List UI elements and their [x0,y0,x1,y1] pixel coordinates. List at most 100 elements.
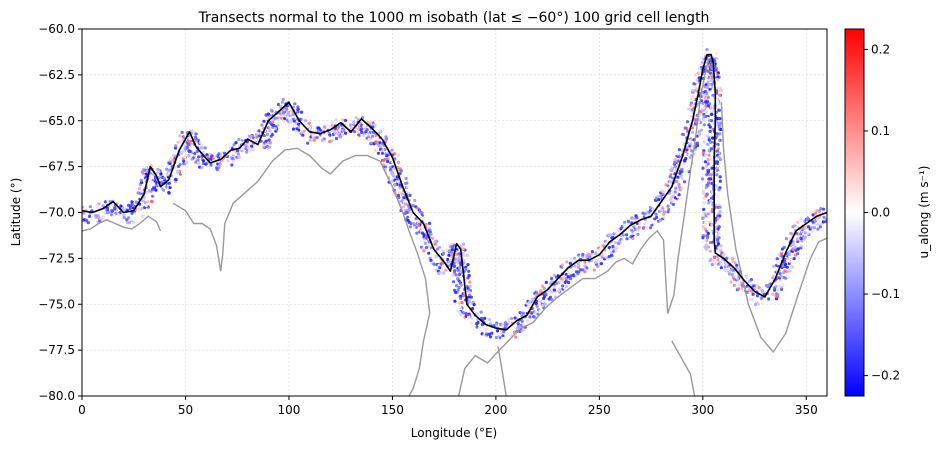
transect-point [455,284,459,288]
transect-point [218,169,222,173]
transect-point [414,225,418,229]
transect-point [255,135,259,139]
transect-point [674,186,678,190]
transect-point [705,239,709,243]
transect-point [567,272,571,276]
transect-point [706,212,711,216]
transect-point [194,132,198,136]
transect-point [810,226,814,230]
transect-point [525,309,529,313]
y-tick-label: −72.5 [38,251,75,265]
transect-point [412,221,416,226]
transect-point [439,248,443,252]
transect-point [333,131,337,135]
transect-point [681,186,685,190]
transect-point [96,206,100,211]
transect-point [513,316,517,320]
coastline [82,58,827,396]
transect-point [662,215,666,219]
transect-point [710,67,714,71]
transect-point [800,244,804,248]
transect-point [408,225,413,229]
transect-point [817,222,821,226]
transect-point [818,225,823,229]
transect-point [525,319,530,323]
transect-point [780,283,784,287]
transect-point [611,244,615,248]
transect-point [188,137,192,141]
transect-point [509,333,513,337]
transect-point [691,130,695,134]
transect-point [697,132,702,136]
x-tick-label: 50 [178,403,193,417]
transect-point [715,173,719,177]
transect-point [87,214,92,218]
transect-point [761,289,765,293]
transect-point [542,286,546,290]
transect-point [466,263,470,267]
transect-point [718,214,722,218]
transect-point [663,205,667,209]
transect-point [146,205,150,209]
transect-point [796,247,800,251]
transect-point [789,231,793,235]
transect-point [353,130,357,134]
transect-point [671,199,675,204]
transect-point [424,246,428,250]
transect-point [204,162,208,166]
transect-point [322,125,327,129]
transect-point [716,78,720,82]
transect-point [454,290,458,294]
y-tick-label: −60.0 [38,22,75,36]
transect-point [488,317,492,322]
transect-point [558,287,562,291]
transect-point [675,179,679,184]
x-axis-label: Longitude (°E) [411,426,497,440]
transect-point [379,129,383,133]
transect-point [570,256,574,260]
transect-point [432,262,436,266]
transect-point [704,164,709,168]
transect-point [532,315,536,319]
transect-point [535,304,539,309]
transect-point [706,201,711,205]
transect-point [539,309,543,313]
transect-point [447,253,451,257]
transect-point [673,165,677,169]
x-tick-label: 0 [78,403,86,417]
transect-point [246,146,250,150]
transect-point [812,226,817,230]
transect-point [710,223,714,227]
transect-point [430,236,434,240]
transect-point [461,311,465,315]
transect-point [147,182,151,186]
transect-point [289,109,293,113]
transect-point [714,229,719,233]
transect-point [299,117,303,121]
transect-point [220,159,224,163]
transect-point [367,137,371,142]
transect-point [717,108,721,112]
transect-point [714,225,719,229]
transect-point [257,134,262,138]
transect-point [88,205,92,209]
transect-point [793,224,797,228]
transect-point [464,267,468,271]
transect-point [287,110,291,114]
transect-point [677,148,682,152]
transect-point [267,145,271,149]
transect-point [632,225,636,229]
transect-point [289,121,293,125]
transect-point [709,199,713,203]
transect-point [301,133,305,137]
transect-point [733,261,737,265]
transect-point [165,167,169,171]
transect-point [728,269,732,273]
transect-point [459,296,463,300]
transect-point [723,268,727,273]
transect-point [539,289,543,293]
transect-point [796,252,800,256]
transect-point [159,172,163,176]
transect-point [543,302,547,306]
transect-point [112,213,116,217]
